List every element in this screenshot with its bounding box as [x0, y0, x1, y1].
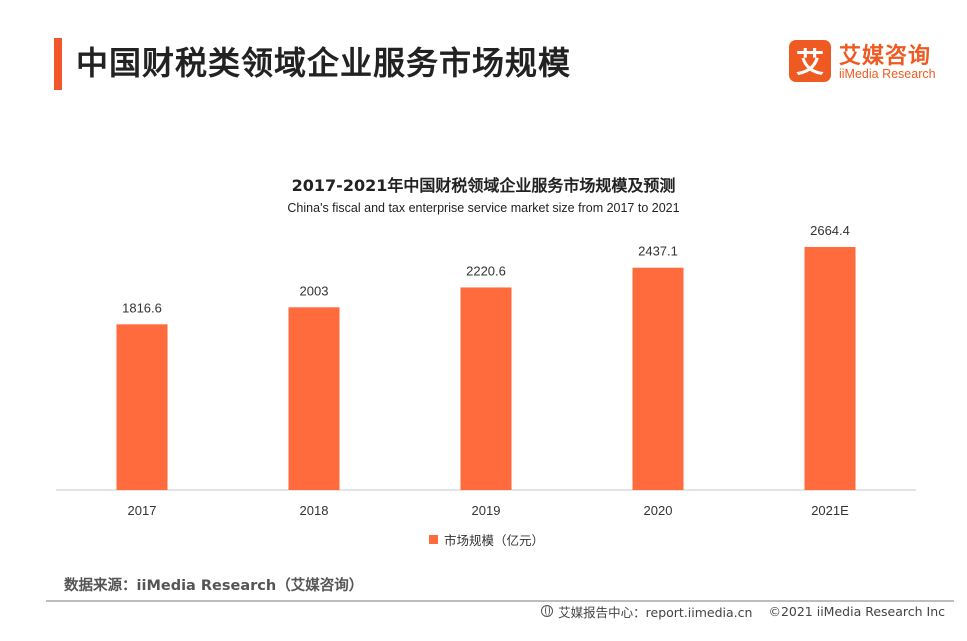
legend-swatch	[429, 534, 438, 544]
brand-name-en: iiMedia Research	[839, 67, 936, 81]
brand-logo: 艾 艾媒咨询 iiMedia Research	[789, 40, 949, 86]
data-label: 1816.6	[122, 300, 162, 315]
chart-legend: 市场规模（亿元）	[429, 530, 544, 548]
copyright: ©2021 iiMedia Research Inc	[768, 603, 945, 619]
data-label: 2664.4	[810, 223, 850, 238]
footer-divider	[46, 600, 954, 602]
brand-name-cn: 艾媒咨询	[839, 44, 932, 69]
bar	[288, 307, 340, 490]
bar	[632, 267, 684, 490]
x-tick-label: 2021E	[811, 503, 849, 518]
data-label: 2220.6	[466, 263, 506, 278]
legend-label: 市场规模（亿元）	[444, 532, 545, 548]
report-center-link[interactable]: 艾媒报告中心：report.iimedia.cn	[558, 604, 753, 620]
x-tick-label: 2018	[300, 503, 329, 518]
footer: 艾媒报告中心：report.iimedia.cn ©2021 iiMedia R…	[541, 601, 945, 621]
bar	[460, 287, 512, 490]
brand-mark-icon: 艾	[789, 40, 831, 82]
title-accent-bar	[54, 38, 62, 90]
page-title: 中国财税类领域企业服务市场规模	[76, 44, 572, 82]
x-tick-label: 2017	[128, 503, 157, 518]
data-source: 数据来源：iiMedia Research（艾媒咨询）	[64, 578, 364, 594]
chart-title: 2017-2021年中国财税领域企业服务市场规模及预测	[291, 176, 676, 195]
bar	[116, 324, 168, 490]
x-tick-label: 2020	[644, 503, 673, 518]
chart-subtitle: China's fiscal and tax enterprise servic…	[287, 201, 680, 215]
x-tick-label: 2019	[472, 503, 501, 518]
data-label: 2003	[300, 283, 329, 298]
globe-icon	[541, 605, 554, 617]
data-label: 2437.1	[638, 244, 678, 259]
bar	[804, 246, 856, 490]
